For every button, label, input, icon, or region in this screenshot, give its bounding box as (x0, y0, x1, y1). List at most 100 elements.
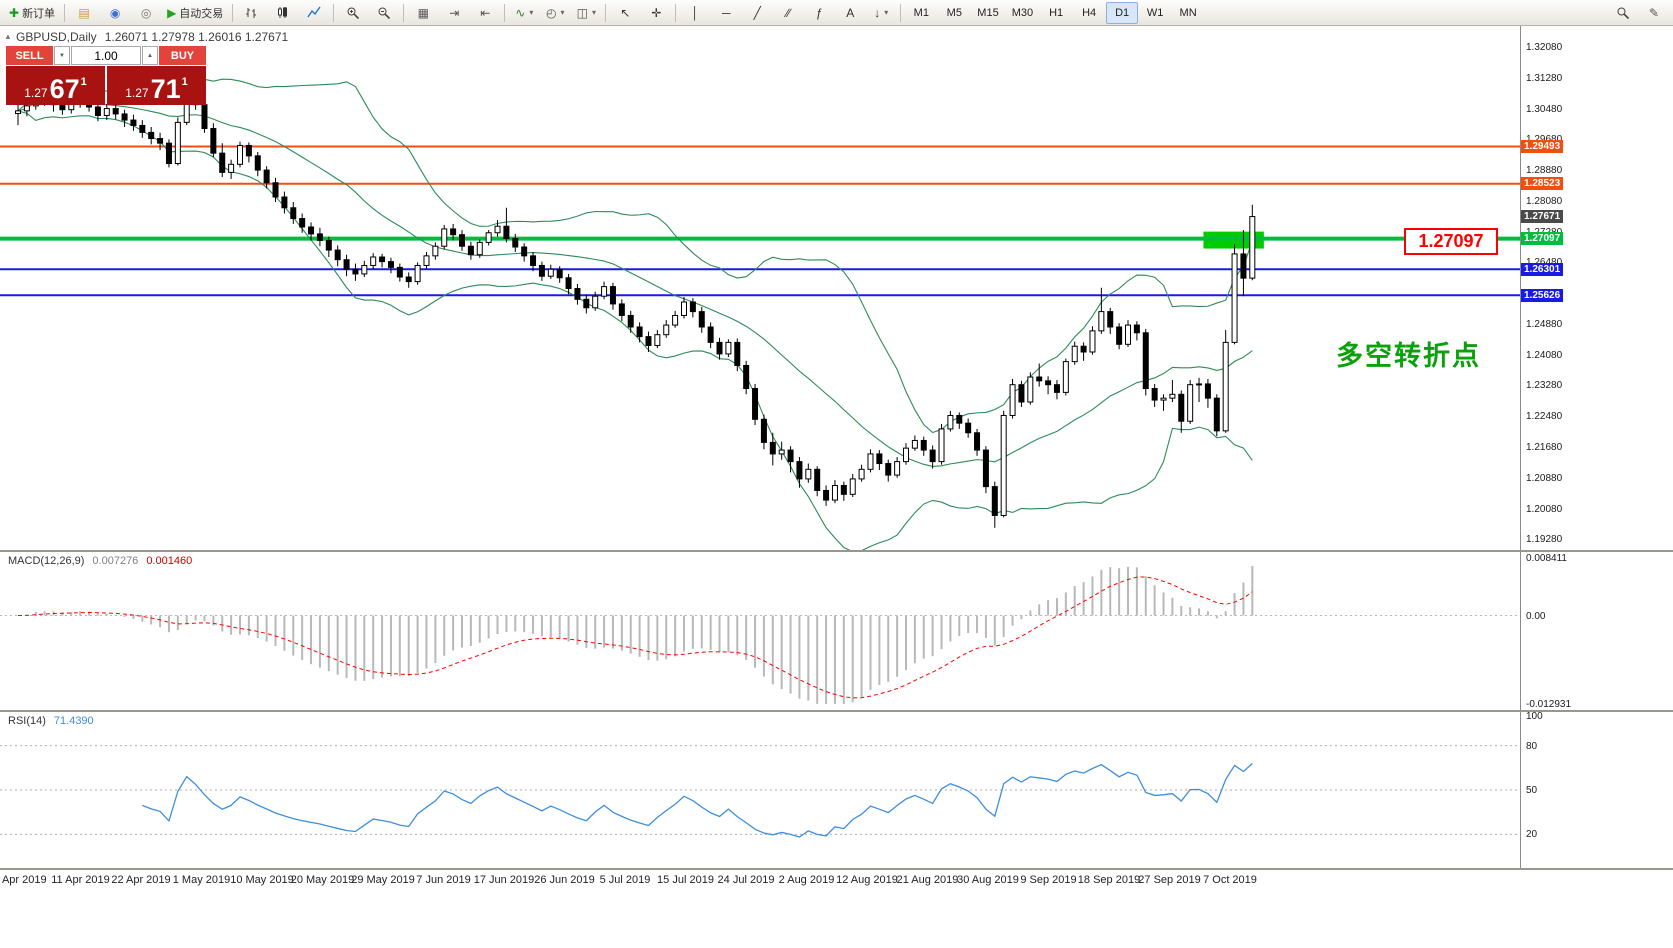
fibonacci-icon: ƒ (815, 5, 823, 20)
timeframe-h4[interactable]: H4 (1082, 6, 1097, 19)
auto-trading-button[interactable]: ▶ 自动交易 (162, 2, 228, 24)
line-chart-icon (307, 6, 321, 17)
zoom-in-button[interactable] (338, 2, 368, 24)
timeframe-d1[interactable]: D1 (1106, 1, 1139, 24)
chevron-down-icon: ▾ (529, 8, 534, 17)
templates-button[interactable]: ◫ ▾ (571, 2, 601, 24)
quick-edit-button[interactable]: ✎ (1639, 2, 1669, 24)
horizontal-line-button[interactable]: ─ (711, 2, 741, 24)
price-axis-label: 1.30480 (1526, 103, 1563, 115)
bollinger-middle (17, 101, 1253, 468)
arrows-button[interactable]: ↓ ▾ (866, 2, 896, 24)
horizontal-line-icon: ─ (722, 5, 731, 20)
toolbar-separator (403, 3, 405, 22)
collapse-panel-icon[interactable]: ▲ (4, 32, 12, 41)
candlestick-chart-button[interactable] (268, 2, 298, 24)
time-axis-label: 29 May 2019 (351, 874, 415, 886)
price-tag-1.29493[interactable]: 1.29493 (1521, 140, 1564, 153)
rsi-axis-label: 20 (1526, 829, 1538, 841)
timeframe-mn[interactable]: MN (1179, 6, 1197, 19)
periods-button[interactable]: ◴ ▾ (540, 2, 570, 24)
channel-icon: ∕∕ (786, 5, 791, 20)
price-chart[interactable] (0, 26, 1520, 550)
price-axis-label: 1.29680 (1526, 133, 1562, 146)
tile-windows-button[interactable]: ▦ (408, 2, 438, 24)
panel-separator[interactable] (0, 868, 1673, 870)
bid-price-box[interactable]: 1.27 67 1 (6, 66, 105, 105)
panel-separator[interactable] (0, 710, 1673, 712)
chevron-down-icon: ▾ (560, 8, 565, 17)
sell-button[interactable]: SELL (6, 46, 53, 65)
vertical-line-button[interactable]: │ (680, 2, 710, 24)
search-button[interactable] (1608, 2, 1638, 24)
bid-pips: 67 (49, 74, 80, 104)
new-order-button[interactable]: ✚ 新订单 (4, 2, 60, 24)
crosshair-button[interactable]: ✛ (641, 2, 671, 24)
rsi-line (142, 763, 1253, 838)
text-label-button[interactable]: A (835, 2, 865, 24)
time-axis-label: 5 Jul 2019 (599, 874, 651, 886)
panel-separator[interactable] (0, 550, 1673, 552)
timeframe-m5[interactable]: M5 (946, 6, 962, 19)
time-axis-label: 15 Jul 2019 (657, 874, 714, 886)
current-price-tag[interactable]: 1.27671 (1521, 210, 1564, 224)
trendline-button[interactable]: ╱ (742, 2, 772, 24)
auto-scroll-button[interactable]: ⇥ (439, 2, 469, 24)
quick-edit-icon: ✎ (1648, 5, 1660, 20)
timeframe-w1[interactable]: W1 (1146, 6, 1164, 19)
market-watch-icon: ◎ (140, 5, 152, 20)
toolbar: ✚ 新订单 ▤ ◉ ◎ ▶ 自动交易 ▦ ⇥ ⇤ ∿ ▾ ◴ ▾ ◫ ▾ ↖ ✛ │ ─ ╱ ∕∕ ƒ A ↓ ▾ M1 M5 M15 M… (0, 0, 1673, 26)
rsi-chart[interactable] (0, 712, 1520, 868)
profile-button[interactable]: ◉ (100, 2, 130, 24)
macd-panel[interactable]: MACD(12,26,9) 0.007276 0.001460 0.008411… (0, 552, 1673, 710)
macd-main-value: 0.007276 (92, 555, 139, 567)
macd-axis-label: -0.012931 (1526, 699, 1572, 710)
ask-point: 1 (181, 76, 188, 88)
timeframe-h1[interactable]: H1 (1049, 6, 1064, 19)
rsi-name: RSI(14) (8, 715, 46, 727)
arrows-icon: ↓ (874, 5, 881, 20)
price-axis-label: 1.21680 (1526, 442, 1563, 453)
auto-trading-icon: ▶ (167, 5, 177, 20)
price-axis-label: 1.28080 (1526, 195, 1563, 207)
volume-decrease-button[interactable]: ▼ (54, 46, 70, 65)
price-tag-1.27097[interactable]: 1.27097 (1521, 232, 1564, 246)
price-tag-1.25626[interactable]: 1.25626 (1521, 288, 1564, 302)
buy-button[interactable]: BUY (159, 46, 206, 65)
tile-windows-icon: ▦ (417, 5, 429, 20)
price-axis-label: 1.27280 (1526, 226, 1562, 239)
fibonacci-button[interactable]: ƒ (804, 2, 834, 24)
time-axis-label: 9 Sep 2019 (1020, 874, 1077, 886)
chart-shift-button[interactable]: ⇤ (470, 2, 500, 24)
time-axis-label: 17 Jun 2019 (473, 874, 535, 886)
timeframe-m15[interactable]: M15 (977, 6, 999, 19)
timeframe-m30[interactable]: M30 (1011, 6, 1034, 19)
auto-scroll-icon: ⇥ (449, 5, 460, 20)
rsi-panel[interactable]: RSI(14) 71.4390 100 80 50 20 (0, 711, 1673, 868)
time-axis-label: 7 Jun 2019 (416, 874, 471, 886)
price-axis-label: 1.28880 (1526, 165, 1563, 177)
market-watch-button[interactable]: ◎ (131, 2, 161, 24)
line-chart-button[interactable] (299, 2, 329, 24)
text-label-icon: A (846, 5, 855, 20)
volume-input[interactable] (71, 46, 141, 65)
channel-button[interactable]: ∕∕ (773, 2, 803, 24)
main-chart-panel[interactable]: ▲ GBPUSD,Daily 1.26071 1.27978 1.26016 1.… (0, 26, 1673, 550)
zoom-out-button[interactable] (369, 2, 399, 24)
price-tag-1.28523[interactable]: 1.28523 (1521, 177, 1564, 191)
time-axis-label: 12 Aug 2019 (836, 874, 898, 886)
bar-chart-button[interactable] (237, 2, 267, 24)
macd-chart[interactable] (0, 552, 1520, 710)
cursor-icon: ↖ (620, 5, 631, 20)
time-axis-label: 26 Jun 2019 (534, 874, 595, 886)
macd-title: MACD(12,26,9) 0.007276 0.001460 (8, 555, 192, 567)
charts-button[interactable]: ▤ (69, 2, 99, 24)
ask-price-box[interactable]: 1.27 71 1 (107, 66, 206, 105)
price-tag-1.26301[interactable]: 1.26301 (1521, 262, 1564, 276)
cursor-button[interactable]: ↖ (610, 2, 640, 24)
indicators-button[interactable]: ∿ ▾ (509, 2, 539, 24)
timeframe-m1[interactable]: M1 (913, 6, 929, 19)
time-axis-label: 10 May 2019 (230, 874, 294, 886)
volume-increase-button[interactable]: ▲ (142, 46, 158, 65)
